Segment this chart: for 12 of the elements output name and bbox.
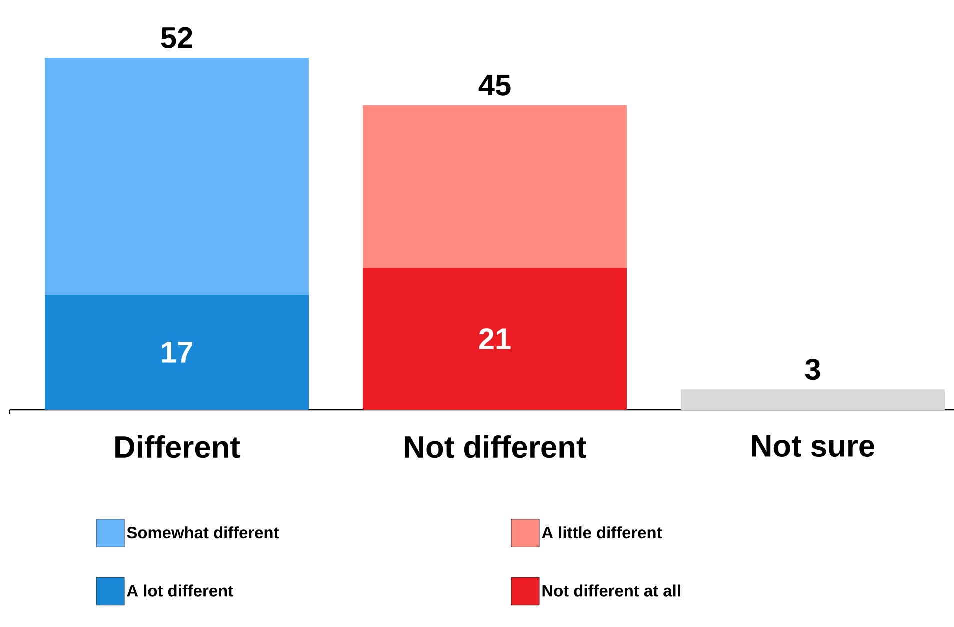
legend-label: A lot different xyxy=(127,584,234,597)
total-label: 45 xyxy=(478,74,511,96)
legend-label: A little different xyxy=(542,526,662,539)
x-tick-label: Not sure xyxy=(752,436,875,458)
total-label: 3 xyxy=(805,358,820,380)
x-tick-label: Not different xyxy=(405,435,586,458)
total-label: 52 xyxy=(161,27,192,48)
data-label: 17 xyxy=(162,342,192,363)
data-label: 21 xyxy=(479,328,511,350)
legend-label: Not different at all xyxy=(542,584,680,597)
x-tick-label: Different xyxy=(116,435,240,458)
legend-label: Somewhat different xyxy=(127,526,280,539)
